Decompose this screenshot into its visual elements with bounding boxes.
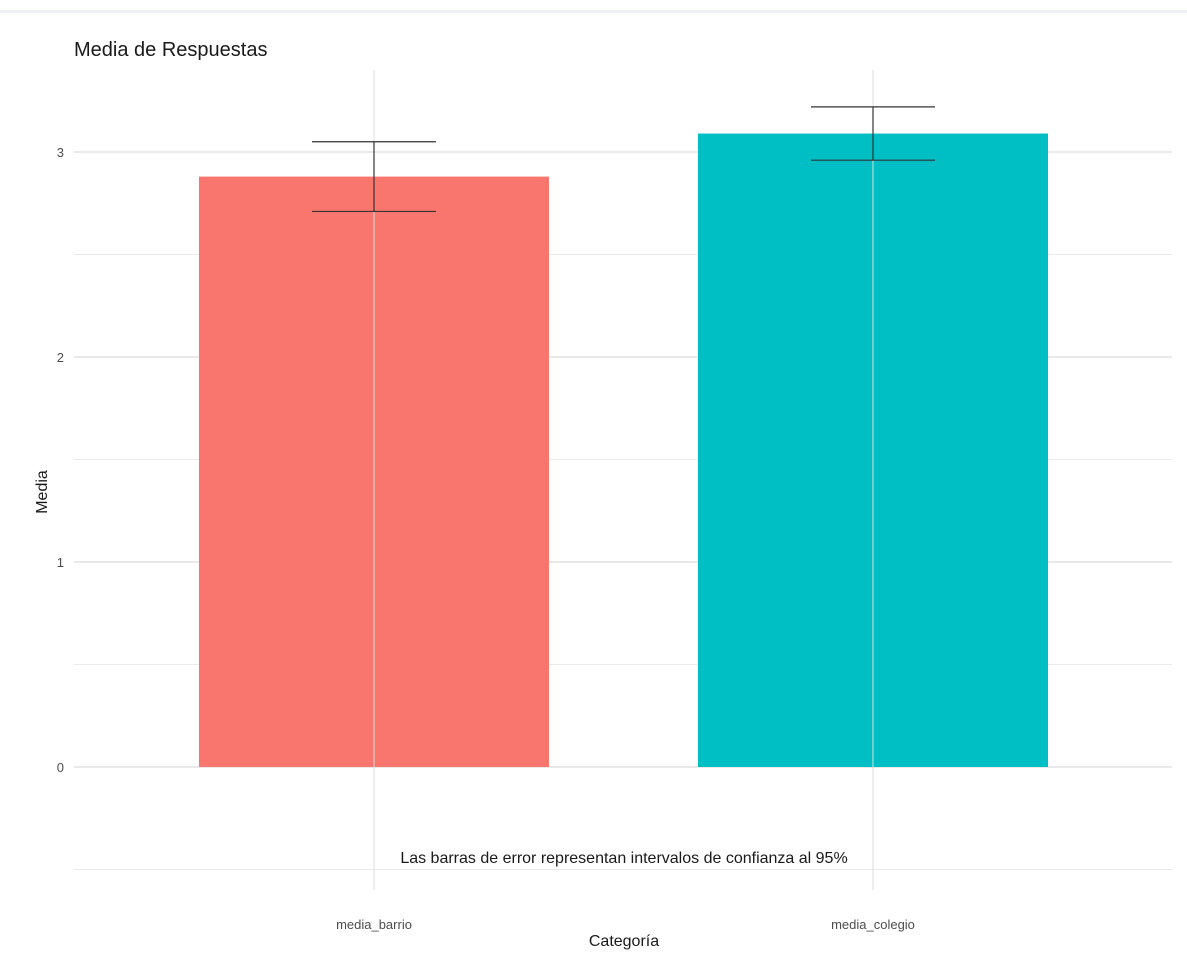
y-axis-title: Media [34,470,51,514]
y-tick-label: 2 [57,350,64,365]
x-axis-ticks: media_barrio media_colegio [336,917,915,932]
x-axis-title: Categoría [589,933,659,950]
x-tick-label-media-colegio: media_colegio [831,917,915,932]
error-bar-media-colegio [811,106,935,161]
error-bar-media-barrio [312,141,436,213]
chart-annotation: Las barras de error representan interval… [400,850,847,867]
error-bars [312,106,935,213]
y-tick-label: 1 [57,555,64,570]
bars [199,133,1048,768]
y-tick-label: 0 [57,760,64,775]
chart-title: Media de Respuestas [74,39,267,61]
top-divider [0,10,1187,13]
y-tick-label: 3 [57,145,64,160]
y-axis-ticks: 0 1 2 3 [57,145,64,775]
x-tick-label-media-barrio: media_barrio [336,917,412,932]
